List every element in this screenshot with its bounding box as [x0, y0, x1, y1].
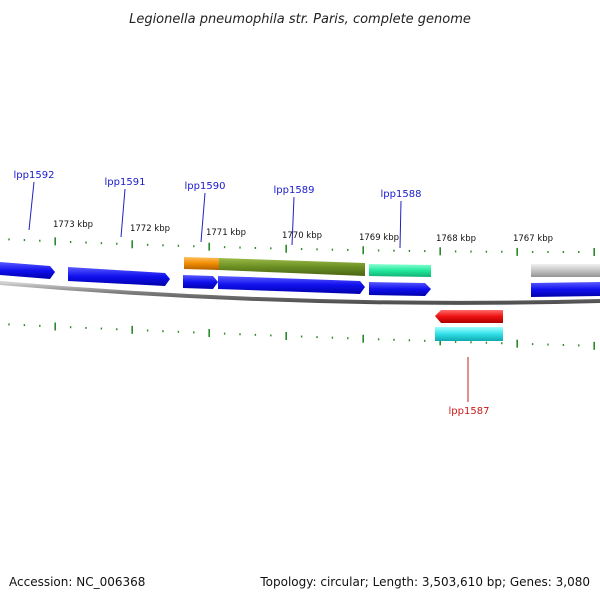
accession-text: Accession: NC_006368 [9, 575, 146, 589]
cds-arrow-lpp1591[interactable] [68, 267, 170, 286]
feature-gene-lpp1590[interactable] [184, 257, 219, 270]
cds-arrow-forward[interactable] [0, 262, 55, 279]
cds-arrow-lpp1587[interactable] [435, 310, 503, 323]
kbp-label: 1772 kbp [130, 224, 170, 234]
kbp-label: 1770 kbp [282, 231, 322, 241]
topology-text: Topology: circular; Length: 3,503,610 bp… [260, 575, 590, 589]
feature-track-upper [184, 257, 600, 277]
gene-label-lpp1590[interactable]: lpp1590 [185, 181, 226, 192]
cds-arrow-forward[interactable] [531, 282, 600, 297]
gene-label-lpp1589[interactable]: lpp1589 [274, 185, 315, 196]
feature-gene-lpp1589[interactable] [219, 258, 365, 276]
kbp-label: 1771 kbp [206, 228, 246, 238]
map-title: Legionella pneumophila str. Paris, compl… [129, 12, 471, 27]
gene-label-lpp1588[interactable]: lpp1588 [381, 189, 422, 200]
cds-reverse-track [435, 310, 503, 341]
cds-arrow-lpp1590[interactable] [183, 275, 218, 289]
tick-marks-upper [8, 237, 596, 257]
gene-label-lpp1587[interactable]: lpp1587 [449, 406, 490, 417]
feature-gene-unlabeled[interactable] [531, 264, 600, 277]
label-leaders [28, 181, 469, 402]
feature-gene-lpp1587[interactable] [435, 327, 503, 341]
kbp-label: 1768 kbp [436, 234, 476, 244]
cds-forward-track [0, 262, 600, 297]
kbp-label: 1769 kbp [359, 233, 399, 243]
kbp-labels: 1773 kbp 1772 kbp 1771 kbp 1770 kbp 1769… [53, 220, 553, 244]
genome-backbone [0, 281, 600, 305]
cds-arrow-lpp1589[interactable] [218, 276, 365, 294]
gene-label-lpp1592[interactable]: lpp1592 [14, 170, 55, 181]
kbp-label: 1767 kbp [513, 234, 553, 244]
gene-labels: lpp1592 lpp1591 lpp1590 lpp1589 lpp1588 … [14, 170, 490, 417]
feature-gene-lpp1588[interactable] [369, 264, 431, 277]
tick-marks-lower [8, 322, 596, 350]
gene-label-lpp1591[interactable]: lpp1591 [105, 177, 146, 188]
cds-arrow-lpp1588[interactable] [369, 282, 431, 296]
kbp-label: 1773 kbp [53, 220, 93, 230]
